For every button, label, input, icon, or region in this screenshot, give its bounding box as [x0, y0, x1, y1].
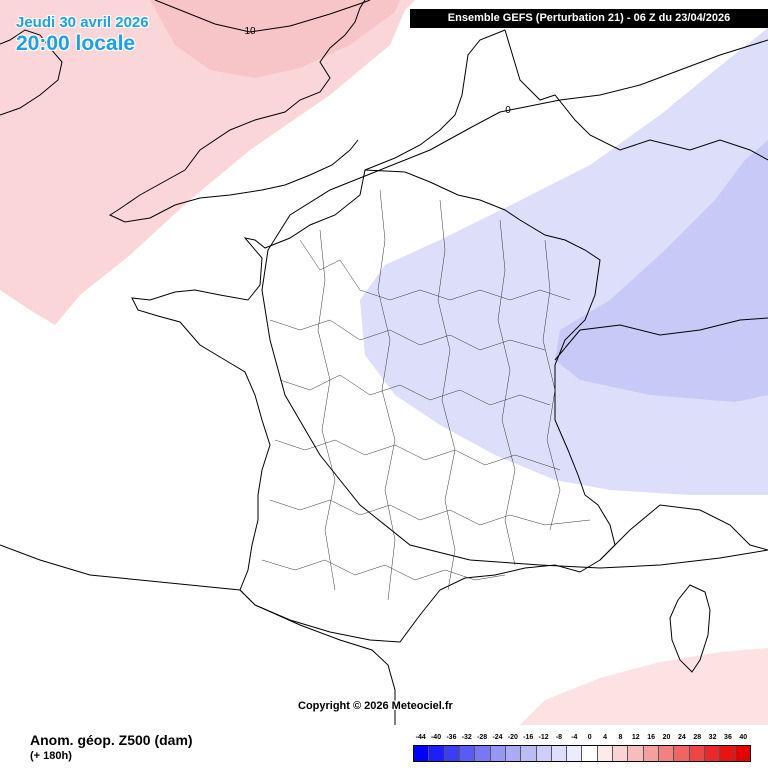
anomaly-contours — [154, 0, 768, 569]
field-title: Anom. géop. Z500 (dam) — [30, 732, 193, 748]
legend-swatch — [704, 746, 721, 761]
run-info-banner: Ensemble GEFS (Perturbation 21) - 06 Z d… — [410, 9, 768, 28]
legend-swatch — [674, 746, 690, 761]
legend-tick: 32 — [708, 734, 717, 741]
legend-tick: -32 — [461, 734, 472, 741]
legend-swatch — [582, 746, 598, 761]
legend-tick: 36 — [724, 734, 732, 741]
legend-tick: 0 — [587, 734, 592, 741]
legend-swatch — [459, 746, 476, 761]
department-borders — [261, 189, 591, 601]
forecast-date: Jeudi 30 avril 2026 — [16, 14, 149, 31]
legend-tick: 4 — [603, 734, 607, 741]
legend-tick: 8 — [618, 734, 623, 741]
legend-swatch — [414, 746, 430, 761]
forecast-time: 20:00 locale — [16, 32, 136, 55]
legend-swatch — [475, 746, 491, 761]
positive-anomaly-core — [150, 0, 400, 78]
legend-swatch — [505, 746, 522, 761]
legend-tick: -44 — [415, 734, 426, 741]
legend-swatch — [521, 746, 537, 761]
copyright-notice: Copyright © 2026 Meteociel.fr — [298, 700, 453, 712]
corsica-coast — [669, 584, 711, 673]
legend-tick: 12 — [631, 734, 640, 741]
coastlines — [0, 0, 768, 725]
legend-tick: -40 — [430, 734, 442, 741]
legend-tick: -16 — [523, 734, 534, 741]
legend-tick: -36 — [446, 734, 457, 741]
legend-tick: 16 — [647, 734, 656, 741]
legend-tick-labels: -44 -40 -36 -32 -28 -24 -20 -16 -12 -8 -4 0 4 8 12 16 20… — [413, 734, 751, 745]
legend-swatch — [490, 746, 506, 761]
anomaly-map: 10 0 — [0, 0, 768, 725]
color-legend: -44 -40 -36 -32 -28 -24 -20 -16 -12 -8 -4 0 4 8 12 16 20… — [413, 734, 751, 762]
positive-anomaly-area — [0, 0, 415, 325]
legend-tick: 20 — [662, 734, 671, 741]
legend-swatch — [444, 746, 460, 761]
legend-swatch — [613, 746, 629, 761]
legend-swatch — [551, 746, 568, 761]
legend-swatch — [597, 746, 614, 761]
legend-tick: 24 — [677, 734, 686, 741]
strong-negative-anomaly-area — [555, 140, 768, 402]
legend-tick: -28 — [477, 734, 488, 741]
legend-tick: 40 — [739, 734, 748, 741]
legend-tick: 28 — [693, 734, 702, 741]
positive-anomaly-southeast — [520, 648, 768, 725]
legend-swatch — [567, 746, 583, 761]
contour-label-0: 0 — [505, 105, 511, 116]
legend-tick: -12 — [538, 734, 549, 741]
legend-tick: -24 — [492, 734, 503, 741]
contour-0 — [261, 39, 768, 569]
contour-label-10: 10 — [244, 26, 256, 37]
legend-swatch — [689, 746, 705, 761]
legend-swatch — [720, 746, 736, 761]
legend-swatch — [628, 746, 644, 761]
legend-tick: -8 — [555, 734, 563, 741]
legend-color-bar — [413, 745, 751, 762]
legend-tick: -4 — [571, 734, 578, 741]
legend-swatch — [536, 746, 552, 761]
france-coast — [131, 169, 616, 643]
legend-swatch — [643, 746, 659, 761]
legend-swatch — [659, 746, 675, 761]
legend-swatch — [735, 746, 750, 761]
legend-tick: -20 — [507, 734, 518, 741]
contour-10 — [154, 0, 371, 33]
legend-swatch — [429, 746, 445, 761]
lead-time: (+ 180h) — [30, 750, 72, 762]
